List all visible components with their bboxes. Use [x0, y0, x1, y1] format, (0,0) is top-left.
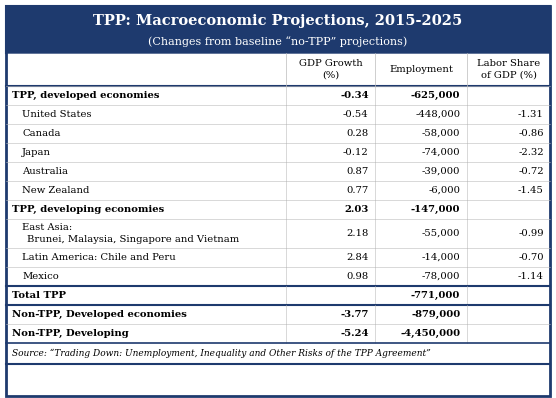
Polygon shape [6, 162, 550, 181]
Text: GDP Growth
(%): GDP Growth (%) [299, 59, 363, 79]
Polygon shape [6, 143, 550, 162]
Polygon shape [6, 343, 550, 364]
Text: Employment: Employment [389, 65, 453, 74]
Text: Labor Share
of GDP (%): Labor Share of GDP (%) [477, 59, 540, 79]
Text: -771,000: -771,000 [411, 291, 460, 300]
Text: -55,000: -55,000 [422, 229, 460, 238]
Text: Non-TPP, Developed economies: Non-TPP, Developed economies [12, 310, 187, 319]
Text: Australia: Australia [22, 167, 68, 176]
Text: -1.14: -1.14 [518, 272, 544, 281]
Text: 0.28: 0.28 [346, 129, 369, 138]
Text: Canada: Canada [22, 129, 61, 138]
Text: 2.03: 2.03 [344, 205, 369, 214]
Text: (Changes from baseline “no-TPP” projections): (Changes from baseline “no-TPP” projecti… [148, 36, 408, 47]
Text: -0.34: -0.34 [340, 91, 369, 100]
Text: Brunei, Malaysia, Singapore and Vietnam: Brunei, Malaysia, Singapore and Vietnam [27, 236, 239, 244]
Polygon shape [6, 181, 550, 200]
Text: -1.45: -1.45 [518, 186, 544, 195]
Text: -147,000: -147,000 [411, 205, 460, 214]
Text: -5.24: -5.24 [340, 330, 369, 338]
Text: -448,000: -448,000 [415, 110, 460, 119]
Text: Source: “Trading Down: Unemployment, Inequality and Other Risks of the TPP Agree: Source: “Trading Down: Unemployment, Ine… [12, 349, 431, 359]
Polygon shape [6, 286, 550, 305]
Text: TPP: Macroeconomic Projections, 2015-2025: TPP: Macroeconomic Projections, 2015-202… [93, 14, 463, 28]
Text: 0.98: 0.98 [346, 272, 369, 281]
Text: Japan: Japan [22, 148, 51, 157]
Text: -0.86: -0.86 [518, 129, 544, 138]
Text: -625,000: -625,000 [411, 91, 460, 100]
Text: -58,000: -58,000 [422, 129, 460, 138]
Text: -39,000: -39,000 [422, 167, 460, 176]
Text: -0.99: -0.99 [518, 229, 544, 238]
Polygon shape [6, 324, 550, 343]
Polygon shape [6, 248, 550, 267]
Text: -3.77: -3.77 [340, 310, 369, 319]
Text: East Asia:: East Asia: [22, 223, 72, 232]
Text: -14,000: -14,000 [421, 253, 460, 262]
Text: 0.87: 0.87 [346, 167, 369, 176]
Text: 2.18: 2.18 [346, 229, 369, 238]
Text: 0.77: 0.77 [346, 186, 369, 195]
Text: TPP, developing economies: TPP, developing economies [12, 205, 165, 214]
Text: Latin America: Chile and Peru: Latin America: Chile and Peru [22, 253, 176, 262]
Text: -78,000: -78,000 [422, 272, 460, 281]
Text: New Zealand: New Zealand [22, 186, 90, 195]
Text: TPP, developed economies: TPP, developed economies [12, 91, 160, 100]
Text: -0.70: -0.70 [518, 253, 544, 262]
Polygon shape [6, 105, 550, 124]
Text: -879,000: -879,000 [411, 310, 460, 319]
Polygon shape [6, 53, 550, 86]
Text: Mexico: Mexico [22, 272, 59, 281]
Text: -1.31: -1.31 [518, 110, 544, 119]
Text: Total TPP: Total TPP [12, 291, 66, 300]
Text: -0.12: -0.12 [343, 148, 369, 157]
Polygon shape [6, 219, 550, 248]
Text: -4,450,000: -4,450,000 [400, 330, 460, 338]
Text: United States: United States [22, 110, 92, 119]
Text: Non-TPP, Developing: Non-TPP, Developing [12, 330, 129, 338]
Text: -0.72: -0.72 [518, 167, 544, 176]
Polygon shape [6, 86, 550, 105]
Text: -0.54: -0.54 [343, 110, 369, 119]
Polygon shape [6, 200, 550, 219]
Polygon shape [6, 6, 550, 53]
Text: -6,000: -6,000 [428, 186, 460, 195]
Text: -2.32: -2.32 [518, 148, 544, 157]
Polygon shape [6, 305, 550, 324]
Text: 2.84: 2.84 [346, 253, 369, 262]
Polygon shape [6, 267, 550, 286]
Text: -74,000: -74,000 [422, 148, 460, 157]
Polygon shape [6, 124, 550, 143]
